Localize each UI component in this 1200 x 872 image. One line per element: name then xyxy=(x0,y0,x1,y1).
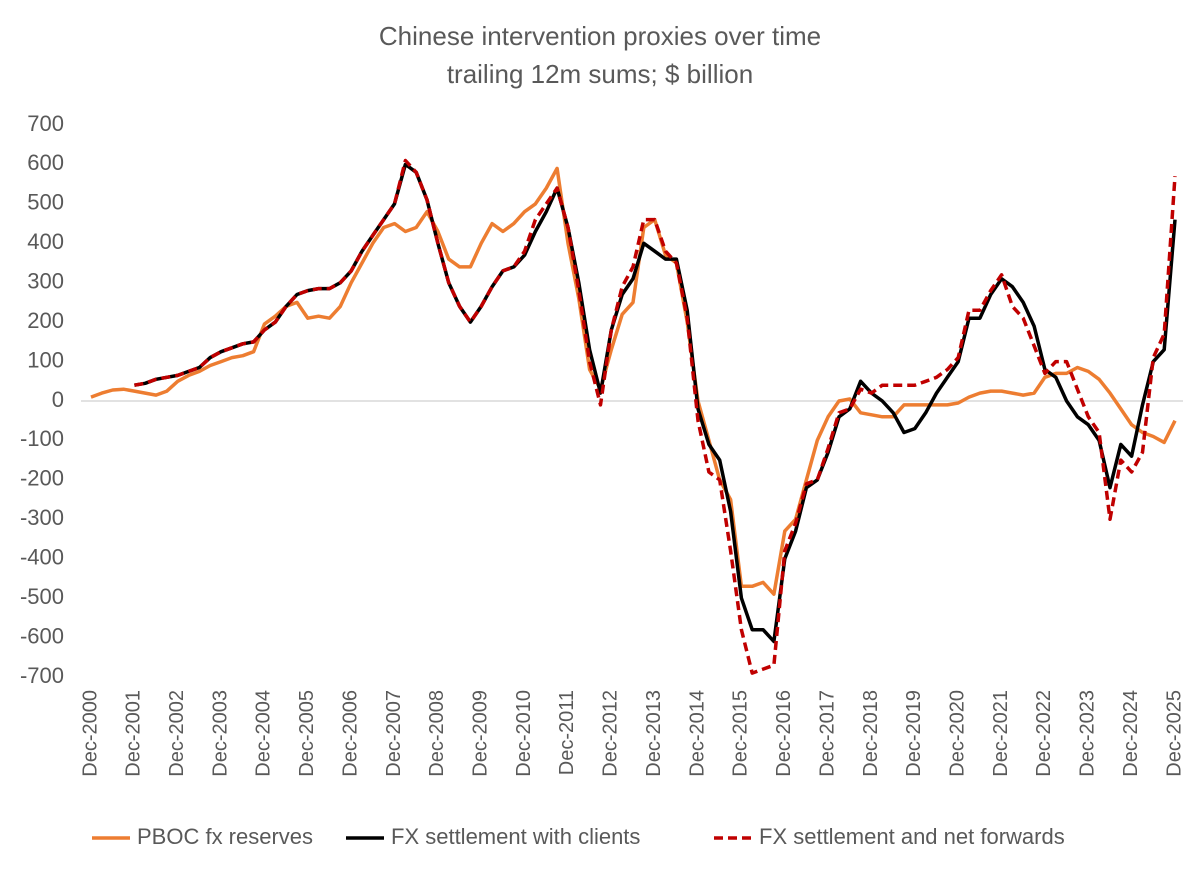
series-line xyxy=(134,158,1177,675)
y-tick-label: -700 xyxy=(20,663,64,688)
y-tick-label: -300 xyxy=(20,505,64,530)
y-tick-label: -600 xyxy=(20,623,64,648)
x-tick-label: Dec-2011 xyxy=(556,690,578,775)
legend-label: FX settlement and net forwards xyxy=(759,824,1065,849)
x-tick-label: Dec-2003 xyxy=(209,690,231,777)
x-tick-label: Dec-2018 xyxy=(860,690,882,777)
x-tick-label: Dec-2014 xyxy=(686,690,708,777)
x-tick-label: Dec-2004 xyxy=(253,690,275,777)
x-tick-label: Dec-2025 xyxy=(1163,690,1185,777)
series-line xyxy=(134,162,1177,644)
x-tick-label: Dec-2001 xyxy=(123,690,145,777)
y-tick-label: 400 xyxy=(27,229,64,254)
y-tick-label: 0 xyxy=(52,387,64,412)
x-tick-label: Dec-2010 xyxy=(513,690,535,777)
legend-label: PBOC fx reserves xyxy=(137,824,313,849)
x-tick-label: Dec-2007 xyxy=(383,690,405,777)
x-tick-label: Dec-2017 xyxy=(816,690,838,777)
x-tick-label: Dec-2013 xyxy=(643,690,665,777)
y-tick-label: -400 xyxy=(20,545,64,570)
y-tick-label: 600 xyxy=(27,150,64,175)
x-tick-label: Dec-2015 xyxy=(730,690,752,777)
legend-label: FX settlement with clients xyxy=(391,824,640,849)
x-tick-label: Dec-2024 xyxy=(1120,690,1142,777)
x-tick-label: Dec-2021 xyxy=(990,690,1012,777)
y-tick-label: -500 xyxy=(20,584,64,609)
x-tick-label: Dec-2022 xyxy=(1033,690,1055,777)
y-tick-label: 200 xyxy=(27,308,64,333)
x-tick-label: Dec-2000 xyxy=(79,690,101,777)
y-tick-label: 700 xyxy=(27,111,64,136)
x-tick-label: Dec-2019 xyxy=(903,690,925,777)
y-tick-label: 100 xyxy=(27,347,64,372)
x-tick-label: Dec-2020 xyxy=(946,690,968,777)
x-tick-label: Dec-2005 xyxy=(296,690,318,777)
y-tick-label: 300 xyxy=(27,269,64,294)
series-line xyxy=(90,166,1177,596)
x-tick-label: Dec-2002 xyxy=(166,690,188,777)
x-tick-label: Dec-2009 xyxy=(470,690,492,777)
x-tick-label: Dec-2023 xyxy=(1077,690,1099,777)
x-tick-label: Dec-2006 xyxy=(339,690,361,777)
chart-subtitle: trailing 12m sums; $ billion xyxy=(447,59,753,89)
x-tick-label: Dec-2008 xyxy=(426,690,448,777)
y-tick-label: -100 xyxy=(20,426,64,451)
chart-title: Chinese intervention proxies over time xyxy=(379,21,821,51)
x-tick-label: Dec-2012 xyxy=(600,690,622,777)
x-tick-label: Dec-2016 xyxy=(773,690,795,777)
y-tick-label: -200 xyxy=(20,466,64,491)
y-tick-label: 500 xyxy=(27,190,64,215)
